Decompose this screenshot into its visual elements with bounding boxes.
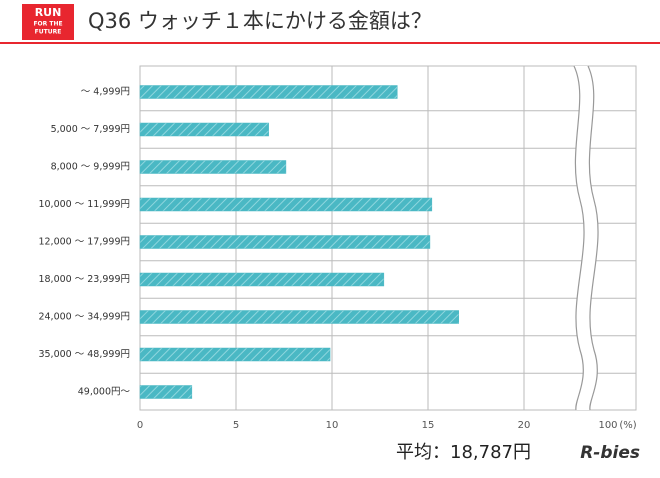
bar: [139, 347, 331, 362]
chart-title: Q36 ウォッチ１本にかける金額は？: [88, 9, 432, 33]
x-unit: (%): [619, 420, 636, 431]
y-tick-label: 18,000 ～ 23,999円: [38, 274, 130, 285]
labels: 0 5 10 15 20 100 (%) ～ 4,999円 5,000 ～ 7,999円 8,00…: [38, 87, 636, 432]
x-tick-label: 20: [518, 420, 531, 431]
y-tick-label: 35,000 ～ 48,999円: [38, 349, 130, 360]
y-tick-label: 49,000円～: [78, 387, 131, 398]
x-tick-label: 100: [598, 420, 617, 431]
bar: [139, 197, 433, 212]
bar: [139, 85, 398, 99]
x-tick-label: 5: [233, 420, 239, 431]
axis-break: [574, 66, 599, 410]
y-tick-label: 10,000 ～ 11,999円: [38, 199, 130, 210]
bar: [139, 235, 431, 249]
logo-text: FUTURE: [35, 29, 62, 36]
brand-logo: R-bies: [580, 443, 640, 463]
bar: [139, 310, 459, 324]
grid: [140, 66, 636, 410]
bar: [139, 272, 385, 287]
logo-box: [22, 4, 74, 40]
logo-text: RUN: [35, 6, 62, 19]
y-tick-label: 12,000 ～ 17,999円: [38, 237, 130, 248]
bar: [139, 160, 287, 174]
bar: [139, 122, 269, 137]
logo-text: FOR THE: [33, 21, 62, 28]
x-tick-label: 0: [137, 420, 143, 431]
y-tick-label: 8,000 ～ 9,999円: [51, 162, 130, 173]
x-tick-label: 10: [326, 420, 339, 431]
y-tick-label: ～ 4,999円: [81, 87, 130, 98]
axis-break-line: [573, 65, 599, 411]
bars: [139, 85, 459, 399]
y-tick-label: 24,000 ～ 34,999円: [38, 312, 130, 323]
x-tick-label: 15: [422, 420, 435, 431]
bar: [139, 385, 193, 399]
average-note: 平均：18,787円: [396, 442, 531, 463]
y-tick-label: 5,000 ～ 7,999円: [51, 124, 130, 135]
